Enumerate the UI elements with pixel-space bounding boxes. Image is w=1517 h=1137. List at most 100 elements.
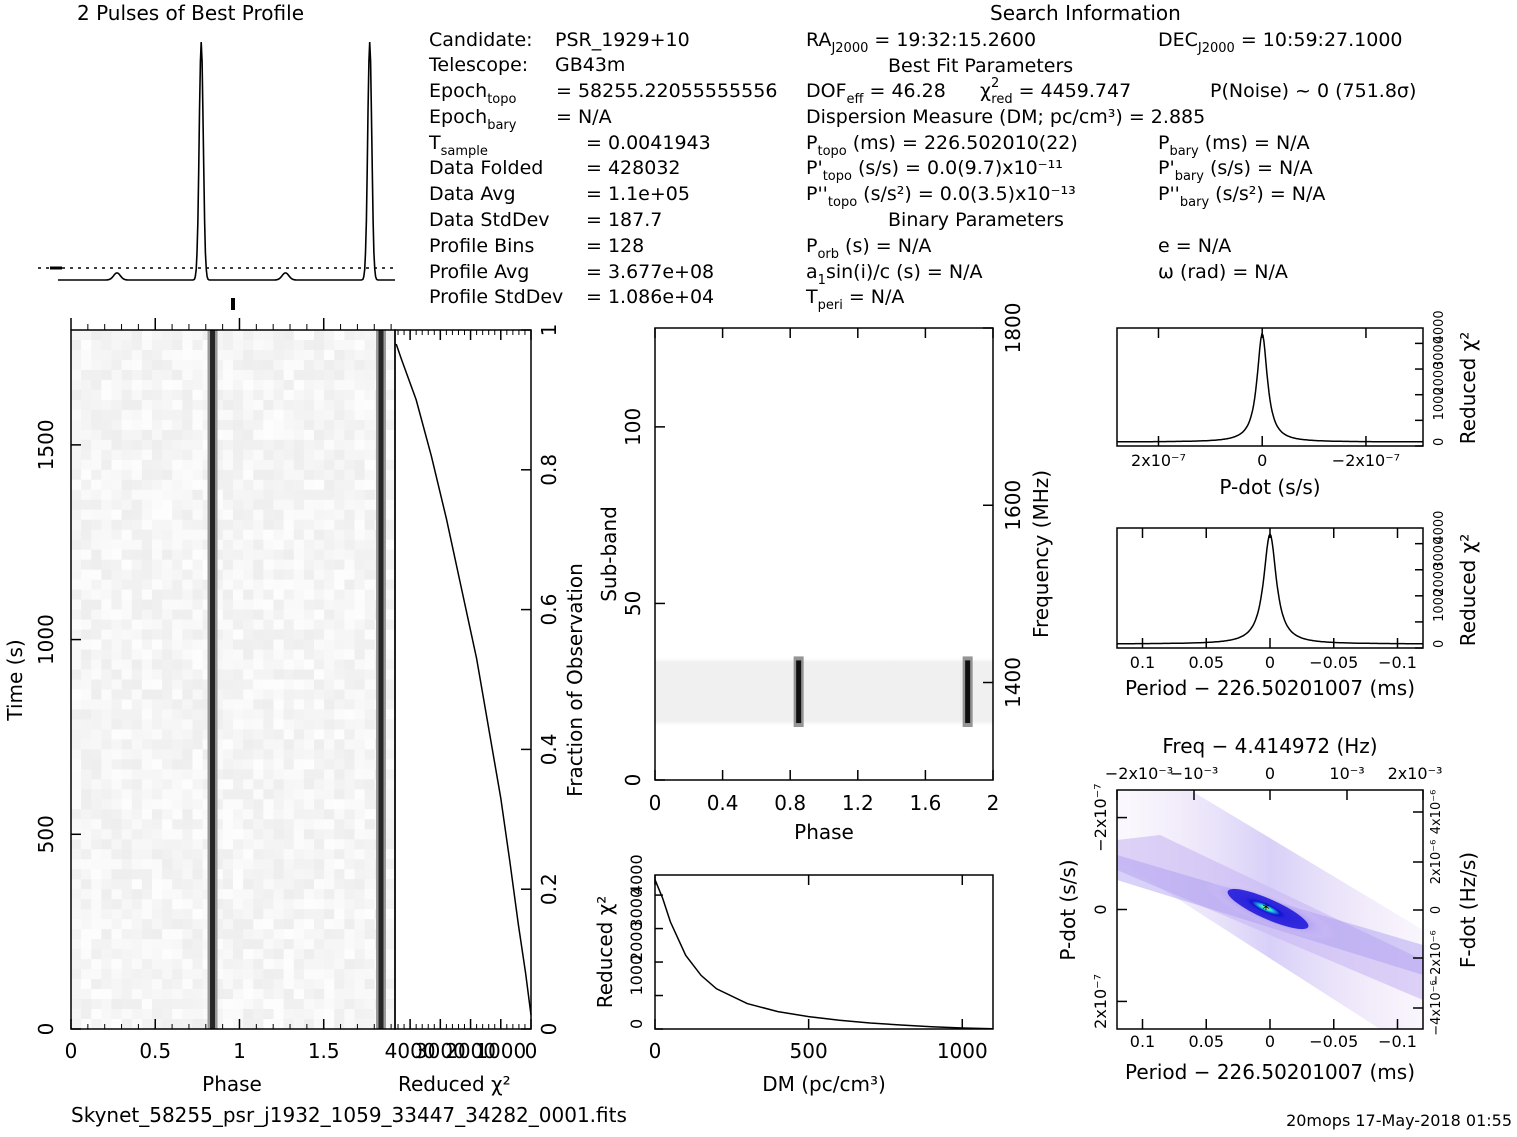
- noise-cell: [233, 739, 244, 750]
- noise-cell: [91, 419, 102, 431]
- noise-cell: [91, 629, 102, 641]
- noise-cell: [293, 469, 305, 481]
- noise-cell: [182, 609, 193, 621]
- noise-cell: [344, 479, 355, 491]
- noise-cell: [303, 559, 315, 571]
- noise-cell: [303, 389, 315, 401]
- noise-cell: [384, 569, 396, 581]
- noise-cell: [253, 689, 264, 700]
- noise-cell: [364, 649, 376, 661]
- noise-cell: [243, 949, 254, 960]
- noise-cell: [81, 699, 92, 710]
- noise-cell: [354, 429, 366, 441]
- x-tick-label: 0.4: [707, 791, 739, 815]
- noise-cell: [283, 569, 295, 581]
- noise-cell: [101, 919, 112, 930]
- noise-cell: [364, 589, 376, 601]
- noise-cell: [354, 389, 366, 401]
- noise-cell: [172, 699, 183, 710]
- noise-cell: [192, 729, 204, 740]
- noise-cell: [71, 569, 82, 581]
- noise-cell: [273, 629, 285, 641]
- noise-cell: [71, 579, 82, 591]
- noise-cell: [354, 799, 366, 810]
- noise-cell: [222, 639, 234, 651]
- noise-cell: [364, 489, 376, 501]
- y-tick-label: 0.8: [537, 454, 561, 486]
- noise-cell: [384, 919, 396, 930]
- noise-cell: [303, 819, 315, 830]
- noise-cell: [222, 529, 234, 541]
- noise-cell: [172, 869, 183, 880]
- noise-cell: [192, 359, 204, 371]
- noise-cell: [233, 789, 244, 800]
- noise-cell: [152, 419, 163, 431]
- noise-cell: [293, 669, 305, 680]
- noise-cell: [212, 379, 224, 391]
- y-tick-label: 3000: [1432, 336, 1447, 369]
- noise-cell: [283, 499, 295, 511]
- noise-cell: [283, 949, 295, 960]
- noise-cell: [152, 699, 163, 710]
- noise-cell: [354, 449, 366, 461]
- noise-cell: [293, 939, 305, 950]
- noise-cell: [334, 959, 345, 970]
- chi-red-label: χ2 red = 4459.747: [980, 76, 1131, 107]
- reduced-chi-time-xlabel: Reduced χ²: [398, 1072, 511, 1096]
- noise-cell: [324, 379, 335, 391]
- noise-cell: [172, 589, 183, 601]
- noise-cell: [243, 799, 254, 810]
- noise-cell: [192, 469, 204, 481]
- noise-cell: [384, 679, 396, 690]
- noise-cell: [121, 439, 133, 451]
- noise-cell: [314, 969, 325, 980]
- noise-cell: [101, 999, 112, 1010]
- noise-cell: [324, 549, 335, 561]
- noise-cell: [182, 339, 193, 351]
- noise-cell: [283, 729, 295, 740]
- noise-cell: [182, 919, 193, 930]
- noise-cell: [263, 519, 274, 531]
- noise-cell: [172, 979, 183, 990]
- noise-cell: [324, 349, 335, 361]
- noise-cell: [172, 379, 183, 391]
- noise-cell: [324, 629, 335, 641]
- noise-cell: [212, 819, 224, 830]
- noise-cell: [354, 519, 366, 531]
- noise-cell: [334, 979, 345, 990]
- y-tick-label: 2000: [1432, 362, 1447, 395]
- noise-cell: [222, 839, 234, 850]
- noise-cell: [101, 829, 112, 840]
- noise-cell: [152, 469, 163, 481]
- noise-cell: [131, 839, 143, 850]
- noise-cell: [293, 919, 305, 930]
- noise-cell: [172, 919, 183, 930]
- noise-cell: [192, 829, 204, 840]
- p-noise-label: P(Noise) ~ 0 (751.8σ): [1210, 80, 1416, 102]
- noise-cell: [101, 719, 112, 730]
- noise-cell: [324, 1009, 335, 1020]
- noise-cell: [131, 549, 143, 561]
- noise-cell: [243, 499, 254, 511]
- noise-cell: [324, 619, 335, 631]
- noise-cell: [253, 939, 264, 950]
- dm-label: Dispersion Measure (DM; pc/cm³) = 2.885: [806, 106, 1205, 128]
- noise-cell: [212, 989, 224, 1000]
- noise-cell: [303, 529, 315, 541]
- noise-cell: [354, 859, 366, 870]
- noise-cell: [344, 489, 355, 501]
- noise-cell: [121, 879, 133, 890]
- noise-cell: [182, 579, 193, 591]
- noise-cell: [131, 919, 143, 930]
- noise-cell: [172, 739, 183, 750]
- noise-cell: [141, 959, 153, 970]
- noise-cell: [71, 499, 82, 511]
- noise-cell: [121, 909, 133, 920]
- noise-cell: [354, 839, 366, 850]
- noise-cell: [334, 939, 345, 950]
- noise-cell: [131, 419, 143, 431]
- noise-cell: [71, 589, 82, 601]
- noise-cell: [121, 549, 133, 561]
- noise-cell: [384, 809, 396, 820]
